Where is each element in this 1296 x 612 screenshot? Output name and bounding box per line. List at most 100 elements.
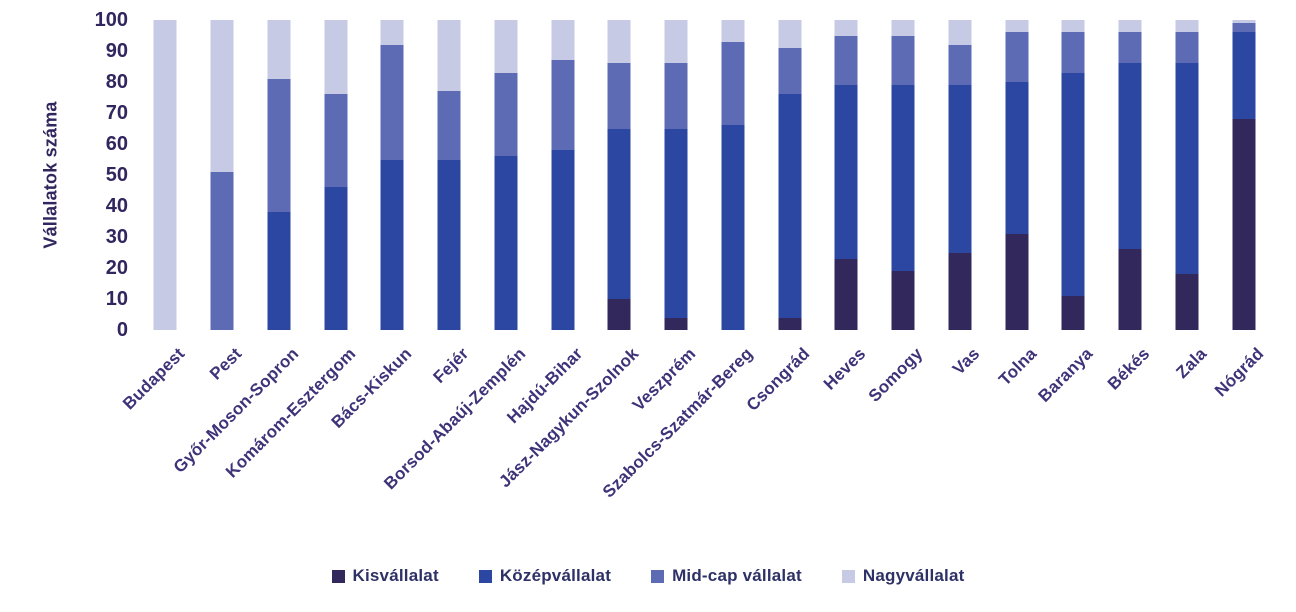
bar-column (437, 20, 461, 330)
bar-column (891, 20, 915, 330)
bar-segment (891, 35, 915, 86)
bar-segment (778, 20, 802, 48)
bar-segment (664, 20, 688, 64)
bar-segment (1118, 32, 1142, 64)
legend-swatch-icon (651, 569, 665, 583)
bar-segment (607, 299, 631, 330)
bar-segment (664, 317, 688, 330)
bar-segment (267, 78, 291, 213)
bar-segment (834, 20, 858, 36)
y-tick-label: 100 (94, 9, 128, 31)
legend-item: Középvállalat (478, 566, 612, 586)
y-tick-label: 80 (105, 71, 128, 93)
bar-segment (267, 212, 291, 330)
bar-segment (664, 128, 688, 318)
y-tick-label: 20 (105, 257, 128, 279)
x-tick-label: Nógrád (1210, 344, 1268, 401)
bar-segment (1175, 274, 1199, 330)
y-tick-label: 40 (105, 195, 128, 217)
y-tick-label: 30 (105, 226, 128, 248)
y-tick-label: 0 (116, 319, 128, 341)
bar-segment (1005, 82, 1029, 234)
bar-segment (834, 258, 858, 330)
bar-segment (153, 20, 177, 330)
bar-segment (1005, 233, 1029, 330)
x-tick-label: Békés (1103, 344, 1154, 394)
bar-column (210, 20, 234, 330)
bar-column (778, 20, 802, 330)
bar-column (1005, 20, 1029, 330)
x-tick-label: Fejér (429, 344, 473, 387)
bar-segment (1005, 32, 1029, 83)
bar-segment (1175, 63, 1199, 275)
legend-swatch-icon (478, 569, 492, 583)
bar-segment (437, 159, 461, 330)
bar-segment (324, 20, 348, 95)
bar-column (1118, 20, 1142, 330)
bar-segment (551, 150, 575, 330)
bar-segment (1061, 72, 1085, 296)
bar-segment (551, 20, 575, 61)
bar-column (721, 20, 745, 330)
legend-swatch-icon (331, 569, 345, 583)
bar-segment (210, 171, 234, 330)
bar-segment (834, 85, 858, 259)
bar-segment (494, 20, 518, 73)
x-tick-label: Pest (206, 344, 246, 384)
bar-segment (1232, 20, 1256, 24)
x-tick-label: Tolna (994, 344, 1041, 390)
bar-segment (948, 252, 972, 330)
bar-segment (607, 63, 631, 129)
y-tick-label: 50 (105, 164, 128, 186)
legend-item: Nagyvállalat (841, 566, 965, 586)
bar-segment (494, 156, 518, 330)
bar-column (1232, 20, 1256, 330)
legend-label: Mid-cap vállalat (672, 566, 802, 585)
x-axis-labels: Budapest Pest Győr-Moson-Sopron Komárom-Esz… (119, 330, 1272, 530)
bar-segment (1061, 295, 1085, 330)
bar-segment (948, 44, 972, 86)
bar-column (1175, 20, 1199, 330)
bar-segment (834, 35, 858, 86)
legend-item: Mid-cap vállalat (651, 566, 802, 586)
bar-segment (1118, 20, 1142, 33)
bar-segment (664, 63, 688, 129)
bar-segment (891, 85, 915, 272)
bar-segment (1005, 20, 1029, 33)
legend-label: Középvállalat (499, 566, 612, 585)
bar-segment (1061, 32, 1085, 73)
bar-column (324, 20, 348, 330)
y-tick-label: 10 (105, 288, 128, 310)
x-tick-label: Baranya (1034, 344, 1097, 406)
bar-segment (380, 159, 404, 330)
bar-segment (1232, 119, 1256, 330)
plot-area (137, 20, 1272, 330)
bar-segment (494, 72, 518, 157)
bar-segment (1061, 20, 1085, 33)
bar-column (380, 20, 404, 330)
bar-segment (778, 94, 802, 318)
bar-segment (778, 47, 802, 95)
bar-segment (891, 271, 915, 330)
bar-segment (778, 317, 802, 330)
x-tick-label: Zala (1172, 344, 1211, 383)
y-tick-label: 60 (105, 133, 128, 155)
x-tick-label: Budapest (119, 344, 189, 414)
bar-column (153, 20, 177, 330)
bar-segment (1232, 32, 1256, 120)
bar-segment (607, 128, 631, 299)
bar-column (948, 20, 972, 330)
bar-column (834, 20, 858, 330)
bar-segment (1175, 20, 1199, 33)
bar-column (607, 20, 631, 330)
bar-segment (210, 20, 234, 172)
bar-column (267, 20, 291, 330)
bar-column (494, 20, 518, 330)
bar-segment (380, 20, 404, 45)
bar-segment (267, 20, 291, 79)
bar-column (1061, 20, 1085, 330)
legend-item: Kisvállalat (331, 566, 439, 586)
bar-segment (607, 20, 631, 64)
y-tick-label: 70 (105, 102, 128, 124)
